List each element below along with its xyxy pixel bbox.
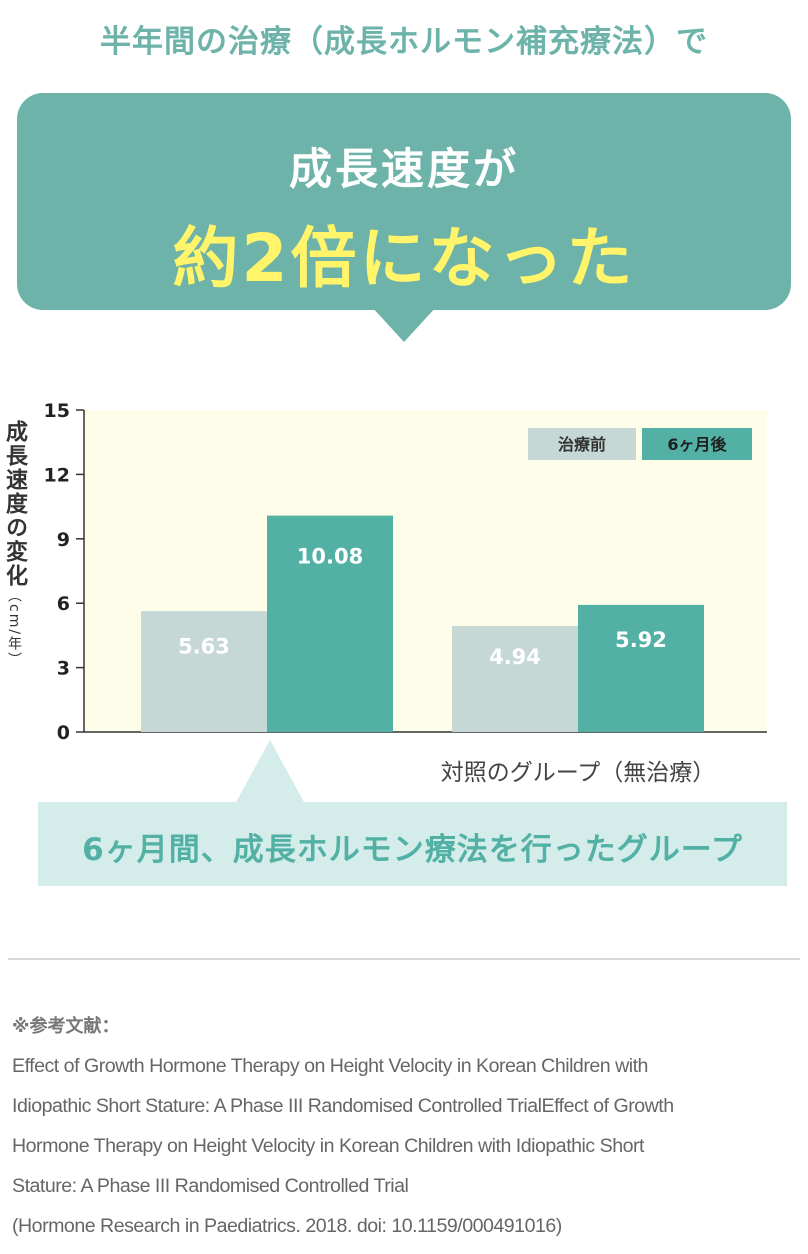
divider	[8, 958, 800, 960]
headline-bubble-tail	[371, 306, 437, 342]
bar-value-label: 5.92	[615, 628, 667, 652]
y-tick-label: 12	[44, 464, 70, 486]
page-heading: 半年間の治療（成長ホルモン補充療法）で	[100, 24, 708, 60]
reference-line: (Hormone Research in Paediatrics. 2018. …	[12, 1215, 562, 1237]
reference-line: Effect of Growth Hormone Therapy on Heig…	[12, 1055, 648, 1077]
y-axis-unit: （cm/年）	[6, 588, 22, 669]
growth-velocity-chart: 0 3 6 9 12 15 5.63 10.08 4.94 5.92 対照のグループ（無治療） 治療前…	[44, 400, 767, 786]
y-axis-label-text: 成長速度の変化	[2, 420, 27, 588]
y-axis-label: 成長速度の変化（cm/年）	[2, 420, 30, 669]
bar-value-label: 10.08	[297, 545, 363, 569]
reference-line: Stature: A Phase III Randomised Controll…	[12, 1175, 409, 1197]
y-tick-label: 6	[57, 593, 70, 615]
y-tick-label: 9	[57, 529, 70, 551]
legend-label-after: 6ヶ月後	[667, 435, 727, 454]
bar-before	[452, 625, 578, 732]
legend-swatch-before	[528, 428, 636, 460]
treatment-callout: 6ヶ月間、成長ホルモン療法を行ったグループ	[38, 802, 787, 886]
legend-label-before: 治療前	[558, 435, 606, 454]
y-tick-label: 15	[44, 400, 70, 422]
headline-bubble: 成長速度が 約2倍になった	[17, 93, 791, 310]
reference-line: Idiopathic Short Stature: A Phase III Ra…	[12, 1095, 674, 1117]
legend-swatch-after	[642, 428, 752, 460]
reference-title: ※参考文献：	[12, 1016, 120, 1037]
bar-after	[578, 604, 704, 732]
bar-after	[267, 515, 393, 732]
bar-before	[141, 611, 267, 732]
y-tick-label: 3	[57, 658, 70, 680]
reference-line: Hormone Therapy on Height Velocity in Ko…	[12, 1135, 644, 1157]
treatment-callout-tail	[236, 740, 304, 802]
bar-value-label: 5.63	[178, 634, 230, 658]
control-group-label: 対照のグループ（無治療）	[441, 760, 716, 786]
treatment-group-label: 6ヶ月間、成長ホルモン療法を行ったグループ	[82, 832, 743, 868]
headline-line1: 成長速度が	[289, 145, 519, 195]
y-tick-label: 0	[57, 722, 70, 744]
bar-value-label: 4.94	[489, 645, 541, 669]
headline-line2: 約2倍になった	[172, 220, 636, 297]
reference-body: Effect of Growth Hormone Therapy on Heig…	[12, 1046, 802, 1246]
